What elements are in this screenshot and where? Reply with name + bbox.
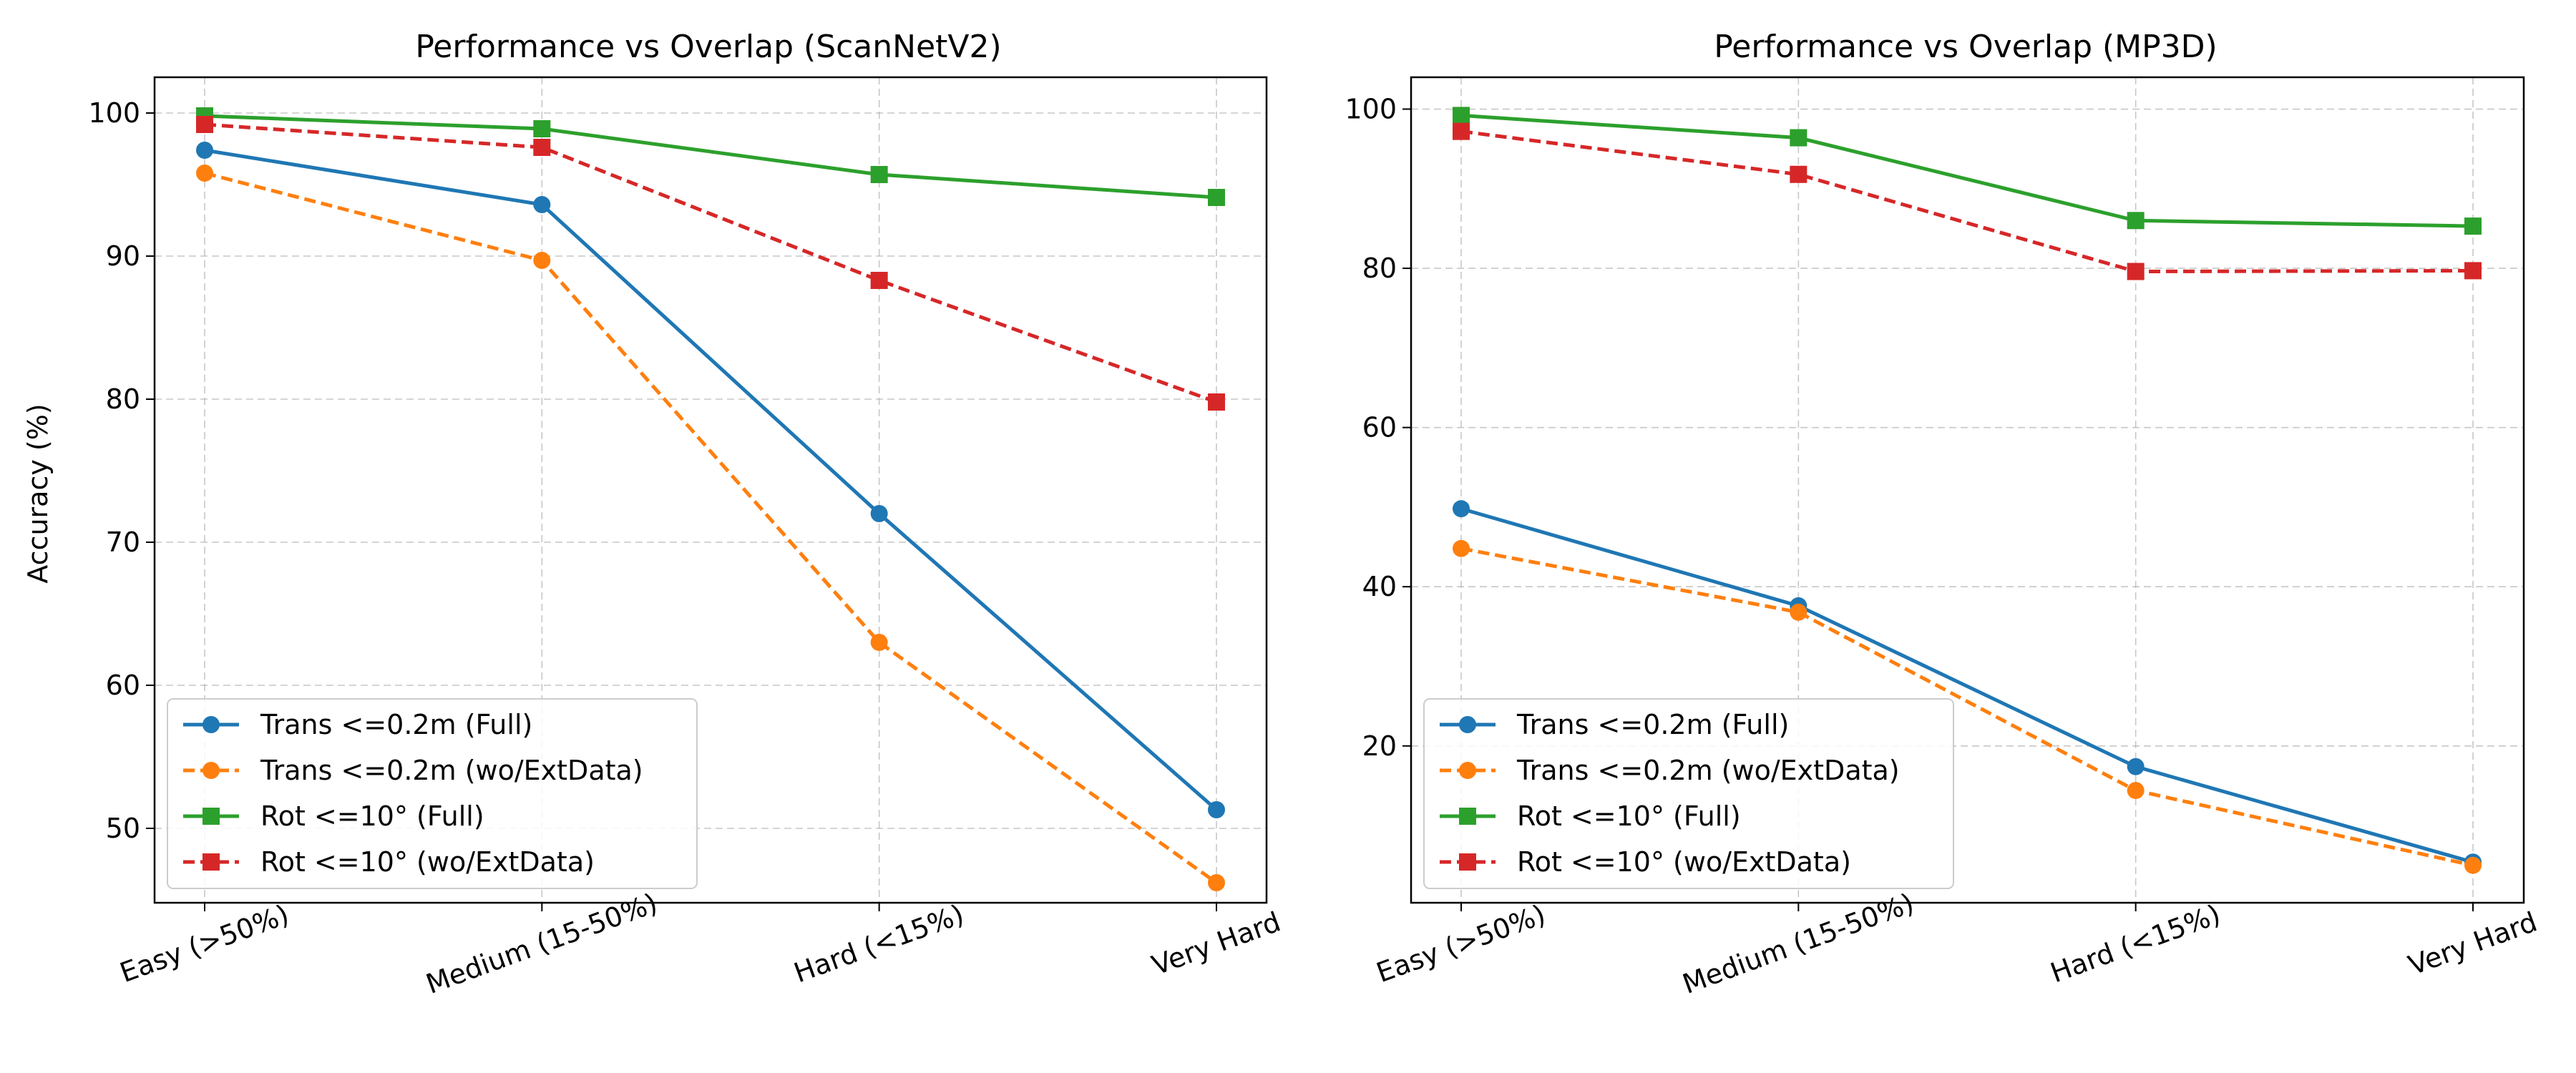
x-tick-label: Hard (<15%) [790, 898, 968, 989]
series-rot-10-full- [1453, 107, 2482, 235]
series-line [204, 148, 1218, 811]
y-tick-label: 70 [106, 526, 140, 558]
x-tick-label: Hard (<15%) [2046, 898, 2225, 989]
chart-title: Performance vs Overlap (MP3D) [1714, 29, 2217, 65]
y-tick-label: 90 [106, 240, 140, 272]
y-axis-label: Accuracy (%) [22, 403, 54, 583]
data-point [1208, 801, 1225, 818]
legend: Trans <=0.2m (Full) Trans <=0.2m (wo/ExtD… [1423, 698, 1954, 889]
legend-marker [1459, 808, 1476, 825]
data-point [1790, 165, 1807, 183]
data-point [1208, 393, 1225, 411]
data-point [196, 165, 213, 182]
data-point [2127, 758, 2145, 775]
data-point [2127, 212, 2145, 230]
data-point [2464, 856, 2482, 874]
chart-mp3d: Performance vs Overlap (MP3D) Easy (>50%… [1345, 29, 2541, 1000]
data-point [1790, 129, 1807, 147]
data-point [1453, 500, 1470, 518]
y-tick-label: 80 [1362, 253, 1397, 284]
data-point [1453, 107, 1470, 124]
data-point [196, 116, 213, 133]
legend-marker [203, 808, 220, 825]
y-tick-label: 50 [106, 813, 140, 844]
series-trans-0-2m-wo-extdata- [1453, 539, 2482, 874]
series-rot-10-wo-extdata- [196, 116, 1225, 411]
data-point [870, 634, 888, 651]
series-group [1453, 107, 2482, 874]
legend-marker [203, 853, 220, 871]
data-point [2464, 262, 2482, 280]
data-point [1453, 122, 1470, 140]
legend-marker [203, 762, 220, 779]
chart-scannetv2: Performance vs Overlap (ScanNetV2) Accur… [22, 29, 1284, 1000]
legend-box [1423, 698, 1954, 889]
data-point [533, 120, 551, 137]
data-point [1208, 189, 1225, 206]
data-point [533, 252, 551, 269]
series-rot-10-wo-extdata- [1453, 122, 2482, 280]
data-point [533, 139, 551, 156]
legend: Trans <=0.2m (Full) Trans <=0.2m (wo/ExtD… [167, 698, 698, 889]
data-point [870, 272, 888, 289]
legend-label: Trans <=0.2m (Full) [260, 709, 532, 740]
y-tick-label: 60 [106, 670, 140, 701]
data-point [870, 505, 888, 522]
legend-label: Trans <=0.2m (wo/ExtData) [1516, 755, 1900, 786]
series-line [204, 171, 1218, 885]
series-rot-10-full- [196, 107, 1225, 206]
data-point [1208, 874, 1225, 891]
x-tick-label: Very Hard [2404, 906, 2541, 981]
data-point [1790, 603, 1807, 621]
y-tick-label: 100 [88, 97, 140, 129]
data-point [533, 196, 551, 213]
data-point [870, 166, 888, 183]
legend-marker [1459, 853, 1476, 871]
series-group [196, 107, 1225, 891]
legend-label: Rot <=10° (wo/ExtData) [1517, 846, 1851, 878]
plot-frame [153, 76, 1268, 904]
x-tick-label: Very Hard [1148, 906, 1284, 981]
data-point [2464, 217, 2482, 235]
series-line [1460, 129, 2474, 274]
y-tick-label: 20 [1362, 730, 1397, 762]
legend-label: Trans <=0.2m (Full) [1516, 709, 1789, 740]
data-point [2127, 263, 2145, 280]
legend-label: Trans <=0.2m (wo/ExtData) [260, 755, 643, 786]
data-point [2127, 782, 2145, 800]
legend-marker [1459, 762, 1476, 779]
y-tick-label: 60 [1362, 412, 1397, 444]
data-point [196, 142, 213, 159]
x-tick-label: Easy (>50%) [116, 898, 293, 989]
series-line [1460, 506, 2474, 864]
data-point [1453, 539, 1470, 557]
legend-marker [203, 716, 220, 733]
legend-label: Rot <=10° (wo/ExtData) [260, 846, 595, 878]
plot-frame [1410, 76, 2525, 904]
legend-marker [1459, 716, 1476, 733]
series-line [1460, 113, 2474, 228]
series-trans-0-2m-full- [196, 142, 1225, 818]
series-line [204, 114, 1217, 200]
legend-label: Rot <=10° (Full) [260, 800, 484, 832]
series-trans-0-2m-wo-extdata- [196, 165, 1225, 891]
x-tick-label: Easy (>50%) [1372, 898, 1550, 989]
series-line [1460, 547, 2474, 868]
legend-label: Rot <=10° (Full) [1517, 800, 1741, 832]
chart-title: Performance vs Overlap (ScanNetV2) [415, 29, 1001, 65]
y-tick-label: 80 [106, 383, 140, 415]
legend-box [167, 698, 698, 889]
y-tick-label: 40 [1362, 571, 1397, 602]
y-tick-label: 100 [1345, 94, 1397, 125]
series-line [204, 122, 1217, 404]
